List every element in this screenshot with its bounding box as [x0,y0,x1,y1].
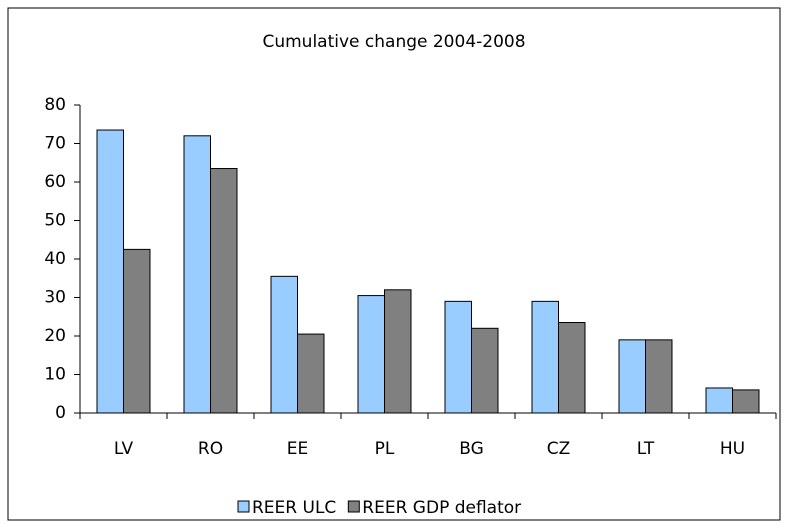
y-tick-label: 80 [44,95,66,115]
bar [471,327,499,414]
x-tick-label: RO [198,439,223,459]
bar [732,389,760,414]
y-tick-label: 50 [44,211,66,231]
x-tick-label: EE [287,439,308,459]
bar [558,322,586,414]
bar [123,248,151,414]
bar [384,289,412,414]
bar [210,168,238,414]
legend-label: REER GDP deflator [362,498,521,518]
y-tick-label: 10 [44,365,66,385]
x-tick-label: BG [459,439,484,459]
x-tick-label: LT [637,439,655,459]
x-tick-label: HU [720,439,745,459]
bar [270,275,298,414]
y-tick-label: 20 [44,326,66,346]
bar [357,295,385,414]
x-tick-label: CZ [547,439,571,459]
legend-swatch [347,500,360,513]
bar [705,387,733,414]
y-tick-label: 60 [44,172,66,192]
x-tick-label: LV [114,439,134,459]
bar [618,339,646,414]
y-tick-label: 30 [44,288,66,308]
legend-swatch [237,500,250,513]
bar [531,300,559,414]
bar [444,300,472,414]
bar [183,135,211,414]
bar [96,129,124,414]
bar [645,339,673,414]
chart-title: Cumulative change 2004-2008 [262,32,525,52]
bar [297,333,325,414]
legend-label: REER ULC [252,498,336,518]
y-tick-label: 40 [44,249,66,269]
y-tick-label: 0 [55,403,66,423]
x-tick-label: PL [375,439,395,459]
y-tick-label: 70 [44,134,66,154]
